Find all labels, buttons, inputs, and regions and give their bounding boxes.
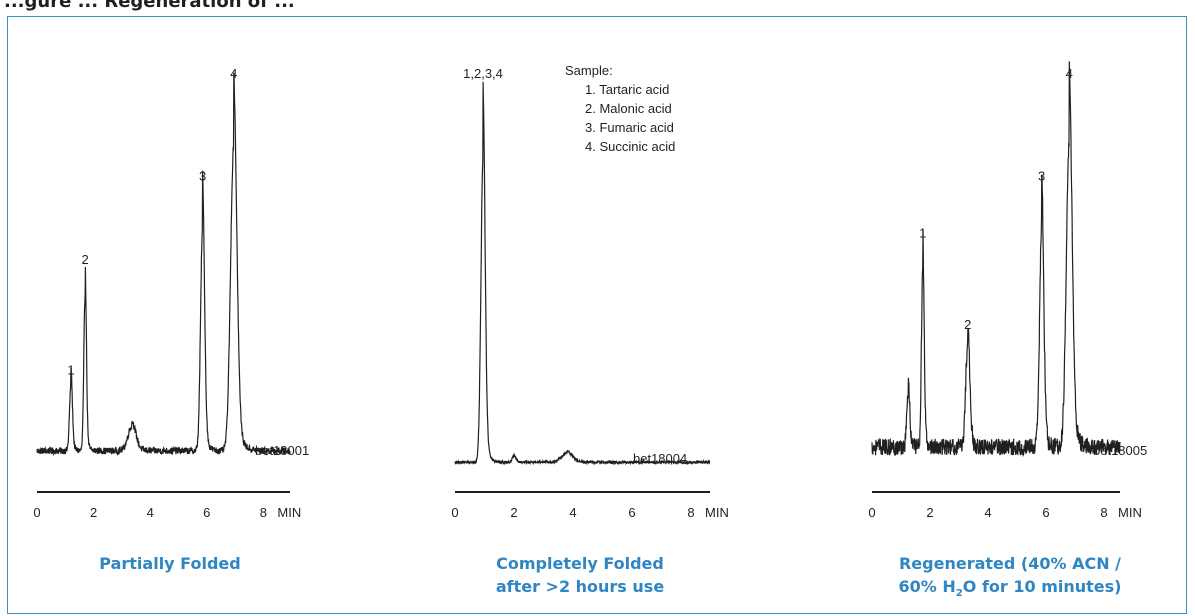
x-tick-label: 8: [260, 505, 267, 520]
caption-regenerated: Regenerated (40% ACN / 60% H2O for 10 mi…: [880, 552, 1140, 605]
x-axis-label: MIN: [1118, 505, 1142, 520]
x-tick-label: 2: [926, 505, 933, 520]
caption-line-2: 60% H2O for 10 minutes): [880, 575, 1140, 605]
x-tick-label: 4: [147, 505, 154, 520]
peak-label: 1,2,3,4: [463, 66, 503, 81]
run-id-label: bet18005: [1093, 443, 1147, 458]
x-tick-label: 6: [628, 505, 635, 520]
caption-text: Partially Folded: [99, 554, 241, 573]
legend-title: Sample:: [565, 63, 613, 78]
x-tick-label: 8: [1100, 505, 1107, 520]
caption-text-a: 60% H: [898, 577, 956, 596]
chromatogram-trace: [36, 72, 291, 457]
run-id-label: bet18001: [255, 443, 309, 458]
x-tick-label: 8: [687, 505, 694, 520]
peak-label: 1: [919, 226, 926, 241]
x-tick-label: 4: [984, 505, 991, 520]
x-axis-label: MIN: [705, 505, 729, 520]
x-axis-label: MIN: [277, 505, 301, 520]
figure-header-cropped: ...gure ... Regeneration of ...: [0, 0, 1195, 14]
peak-label: 1: [67, 362, 74, 377]
run-id-label: bet18004: [633, 451, 687, 466]
chromatogram-trace: [871, 61, 1121, 458]
legend-item: 2. Malonic acid: [585, 101, 672, 116]
x-tick-label: 0: [868, 505, 875, 520]
legend-item: 3. Fumaric acid: [585, 120, 674, 135]
x-tick-label: 6: [1042, 505, 1049, 520]
caption-completely-folded: Completely Folded after >2 hours use: [470, 552, 690, 598]
caption-line-1: Regenerated (40% ACN /: [898, 554, 1122, 573]
x-tick-label: 0: [451, 505, 458, 520]
chromatogram-trace: [454, 81, 711, 466]
caption-text-b: O for 10 minutes): [962, 577, 1122, 596]
caption-subscript: 2: [955, 588, 963, 600]
x-tick-label: 2: [90, 505, 97, 520]
caption-line-2: after >2 hours use: [495, 577, 665, 596]
caption-partially-folded: Partially Folded: [60, 552, 280, 575]
peak-label: 2: [964, 317, 971, 332]
x-tick-label: 4: [569, 505, 576, 520]
caption-line-1: Completely Folded: [496, 554, 664, 573]
legend-item: 4. Succinic acid: [585, 139, 675, 154]
peak-label: 4: [230, 66, 237, 81]
x-tick-label: 2: [510, 505, 517, 520]
x-tick-label: 6: [203, 505, 210, 520]
legend-item: 1. Tartaric acid: [585, 82, 669, 97]
peak-label: 2: [81, 252, 88, 267]
figure-header-text: ...gure ... Regeneration of ...: [4, 0, 295, 12]
peak-label: 3: [1038, 169, 1045, 184]
peak-label: 4: [1066, 66, 1073, 81]
figure-frame: [7, 16, 1187, 614]
x-tick-label: 0: [33, 505, 40, 520]
peak-label: 3: [199, 169, 206, 184]
